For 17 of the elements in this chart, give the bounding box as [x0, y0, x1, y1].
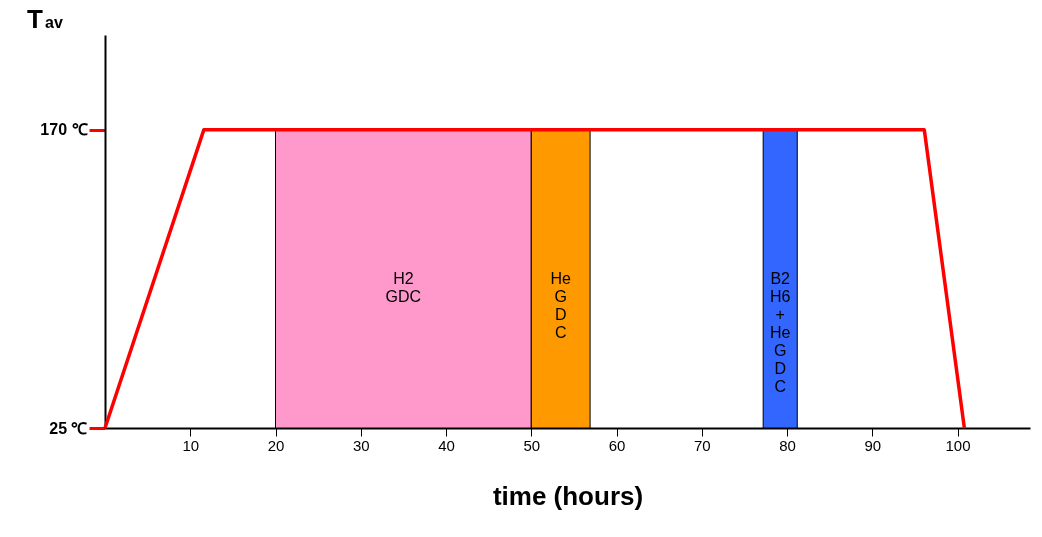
- x-tick-label: 30: [352, 436, 370, 454]
- y-tick-label: 170 ℃: [40, 121, 88, 139]
- x-axis-title: time (hours): [492, 480, 644, 511]
- x-tick-label: 100: [945, 436, 971, 454]
- band-label: H2 GDC: [385, 269, 422, 305]
- y-axis-title: Tav: [27, 4, 63, 34]
- x-tick-label: 40: [438, 436, 455, 454]
- x-tick-label: 60: [608, 436, 626, 454]
- x-tick-label: 10: [182, 436, 200, 454]
- x-tick-label: 80: [779, 436, 796, 454]
- x-tick-label: 70: [693, 436, 711, 454]
- y-tick-label: 25 ℃: [49, 419, 88, 437]
- band-label: B2 H6 + He G D C: [769, 269, 791, 395]
- x-tick-label: 20: [267, 436, 285, 454]
- x-tick-label: 50: [523, 436, 541, 454]
- band-label: He G D C: [550, 269, 572, 341]
- x-tick-label: 90: [864, 436, 882, 454]
